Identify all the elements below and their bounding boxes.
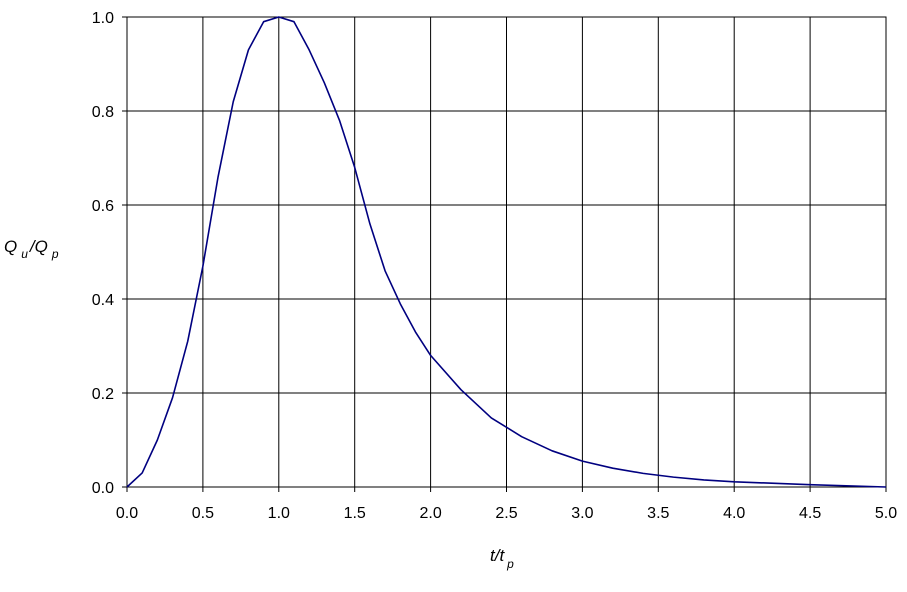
x-tick-label: 1.5 [344,505,366,522]
y-tick-label: 1.0 [92,10,114,27]
x-axis-tick-labels: 0.0 0.5 1.0 1.5 2.0 2.5 3.0 3.5 4.0 4.5 5.0 [116,505,897,522]
y-tick-label: 0.6 [92,198,114,215]
y-tick-label: 0.8 [92,104,114,121]
y-tick-label: 0.2 [92,386,114,403]
y-tick-label: 0.4 [92,292,114,309]
x-axis-title: t/t p [490,546,514,571]
plot-area-border [126,16,887,488]
x-tick-label: 2.0 [419,505,441,522]
x-tick-label: 1.0 [268,505,290,522]
x-tick-label: 5.0 [875,505,897,522]
x-tick-label: 3.5 [647,505,669,522]
x-tick-label: 0.5 [192,505,214,522]
x-tick-label: 0.0 [116,505,138,522]
series-line [126,16,887,488]
y-axis-tick-labels: 0.0 0.2 0.4 0.6 0.8 1.0 [92,10,114,497]
x-tick-label: 2.5 [495,505,517,522]
y-tick-label: 0.0 [92,480,114,497]
x-tick-label: 3.0 [571,505,593,522]
x-tick-label: 4.5 [799,505,821,522]
x-tick-label: 4.0 [723,505,745,522]
